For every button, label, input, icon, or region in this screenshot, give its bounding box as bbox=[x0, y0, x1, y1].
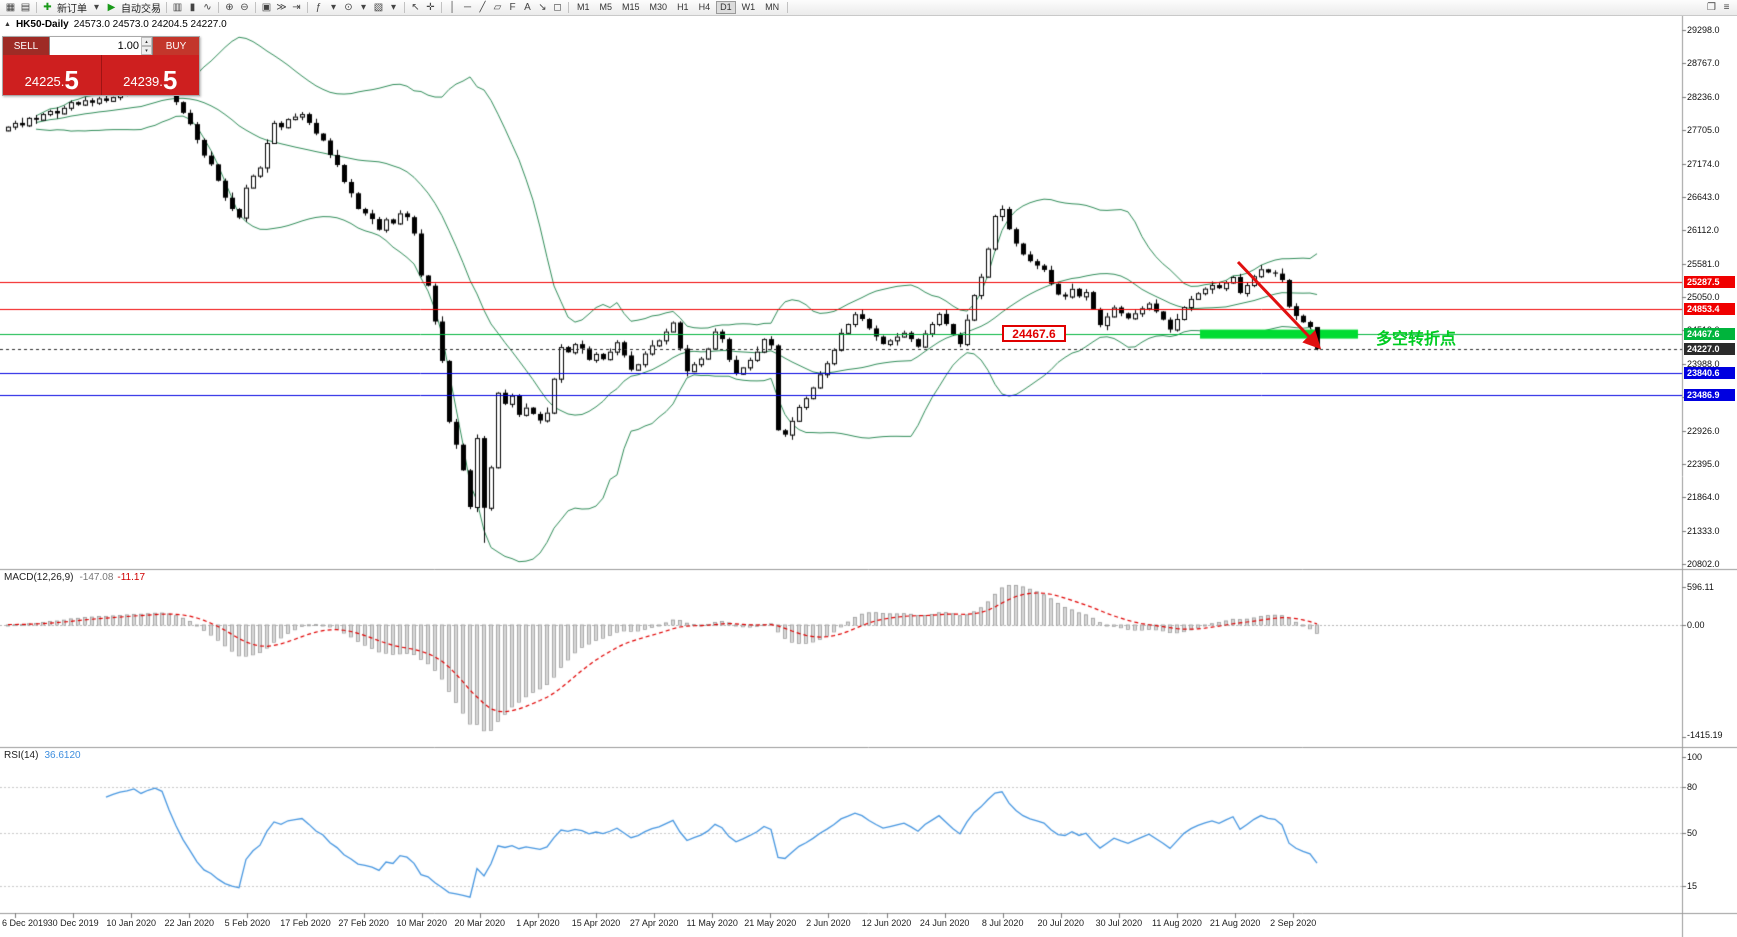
volume-increase-button[interactable]: ▴ bbox=[141, 37, 152, 46]
new-order-plus-icon[interactable]: ✚ bbox=[40, 1, 55, 15]
macd-signal-value: -11.17 bbox=[117, 572, 146, 583]
one-click-trading-panel: SELL ▴ ▾ BUY 24225.5 24239.5 bbox=[2, 36, 200, 96]
cursor-icon[interactable]: ↖ bbox=[408, 1, 423, 15]
volume-control[interactable]: ▴ ▾ bbox=[49, 37, 153, 55]
timeframe-button-w1[interactable]: W1 bbox=[738, 1, 760, 14]
auto-scroll-icon[interactable]: ≫ bbox=[274, 1, 289, 15]
profiles-icon[interactable]: ▤ bbox=[18, 1, 33, 15]
chart-ohlc-values: 24573.0 24573.0 24204.5 24227.0 bbox=[73, 19, 227, 30]
volume-input[interactable] bbox=[50, 37, 141, 55]
templates-icon[interactable]: ▧ bbox=[371, 1, 386, 15]
zoom-in-icon[interactable]: ⊕ bbox=[222, 1, 237, 15]
buy-price-display[interactable]: 24239. 5 bbox=[102, 55, 200, 95]
down-arrow-object[interactable] bbox=[1230, 256, 1330, 356]
auto-trading-button[interactable]: 自动交易 bbox=[119, 1, 163, 15]
volume-decrease-button[interactable]: ▾ bbox=[141, 46, 152, 55]
fibonacci-icon[interactable]: F bbox=[505, 1, 520, 15]
zoom-out-icon[interactable]: ⊖ bbox=[237, 1, 252, 15]
toolbar-separator bbox=[441, 2, 442, 13]
chart-shift-icon[interactable]: ⇥ bbox=[289, 1, 304, 15]
macd-name: MACD(12,26,9) bbox=[4, 572, 74, 583]
buy-price-pips: 5 bbox=[162, 64, 178, 95]
sell-button[interactable]: SELL bbox=[3, 37, 49, 55]
timeframe-button-d1[interactable]: D1 bbox=[716, 1, 736, 14]
rsi-value: 36.6120 bbox=[44, 750, 81, 761]
toolbar-right-group: ❐ ≡ bbox=[1704, 1, 1734, 15]
toolbar-separator bbox=[218, 2, 219, 13]
tile-windows-icon[interactable]: ▣ bbox=[259, 1, 274, 15]
toolbar-separator bbox=[568, 2, 569, 13]
toolbar-separator bbox=[255, 2, 256, 13]
arrange-windows-icon[interactable]: ❐ bbox=[1704, 1, 1719, 15]
turning-point-annotation[interactable]: 多空转折点 bbox=[1376, 330, 1457, 348]
rsi-indicator-label: RSI(14) 36.6120 bbox=[4, 750, 81, 761]
buy-price-main: 24239. bbox=[123, 74, 163, 89]
rsi-name: RSI(14) bbox=[4, 750, 39, 761]
dropdown-caret-icon[interactable]: ▾ bbox=[89, 1, 104, 15]
bar-chart-icon[interactable]: ▥ bbox=[170, 1, 185, 15]
text-label-icon[interactable]: A bbox=[520, 1, 535, 15]
new-order-button[interactable]: 新订单 bbox=[55, 1, 89, 15]
chart-title: ▲ HK50-Daily 24573.0 24573.0 24204.5 242… bbox=[4, 19, 227, 30]
timeframe-button-m15[interactable]: M15 bbox=[618, 1, 644, 14]
toolbar: ▦ ▤ ✚ 新订单 ▾ ▶ 自动交易 ▥ ▮ ∿ ⊕ ⊖ ▣ ≫ ⇥ ƒ ▾ ⊙ ▾ ▧ ▾ ↖ ✛ │ ─ ╱ ▱ F A ↘ ◻ M1 M5… bbox=[0, 0, 1737, 16]
chart-symbol-period: HK50-Daily bbox=[15, 19, 69, 30]
toolbar-menu-icon[interactable]: ≡ bbox=[1719, 1, 1734, 15]
price-callout-label[interactable]: 24467.6 bbox=[1002, 324, 1066, 342]
vertical-line-icon[interactable]: │ bbox=[445, 1, 460, 15]
indicators-icon[interactable]: ƒ bbox=[311, 1, 326, 15]
horizontal-line-icon[interactable]: ─ bbox=[460, 1, 475, 15]
toolbar-separator bbox=[307, 2, 308, 13]
periods-icon[interactable]: ⊙ bbox=[341, 1, 356, 15]
sell-price-pips: 5 bbox=[64, 64, 79, 95]
macd-indicator-label: MACD(12,26,9) -147.08 -11.17 bbox=[4, 572, 145, 583]
timeframe-button-m5[interactable]: M5 bbox=[596, 1, 617, 14]
one-click-toggle-icon[interactable]: ▲ bbox=[4, 21, 11, 28]
crosshair-icon[interactable]: ✛ bbox=[423, 1, 438, 15]
timeframe-button-mn[interactable]: MN bbox=[761, 1, 783, 14]
auto-trading-play-icon[interactable]: ▶ bbox=[104, 1, 119, 15]
sell-price-main: 24225. bbox=[24, 74, 65, 89]
candlestick-chart-icon[interactable]: ▮ bbox=[185, 1, 200, 15]
dropdown-caret-icon[interactable]: ▾ bbox=[356, 1, 371, 15]
trendline-icon[interactable]: ╱ bbox=[475, 1, 490, 15]
dropdown-caret-icon[interactable]: ▾ bbox=[326, 1, 341, 15]
toolbar-separator bbox=[36, 2, 37, 13]
toolbar-separator bbox=[404, 2, 405, 13]
toolbar-separator bbox=[166, 2, 167, 13]
chart-canvas[interactable] bbox=[0, 16, 1737, 937]
toolbar-separator bbox=[787, 2, 789, 13]
line-chart-icon[interactable]: ∿ bbox=[200, 1, 215, 15]
buy-button[interactable]: BUY bbox=[153, 37, 199, 55]
sell-price-display[interactable]: 24225. 5 bbox=[3, 55, 102, 95]
timeframe-button-h4[interactable]: H4 bbox=[695, 1, 715, 14]
timeframe-button-m30[interactable]: M30 bbox=[646, 1, 672, 14]
timeframe-button-m1[interactable]: M1 bbox=[573, 1, 594, 14]
volume-spinner: ▴ ▾ bbox=[141, 37, 152, 55]
timeframe-button-h1[interactable]: H1 bbox=[673, 1, 693, 14]
channel-icon[interactable]: ▱ bbox=[490, 1, 505, 15]
arrow-object-icon[interactable]: ↘ bbox=[535, 1, 550, 15]
macd-main-value: -147.08 bbox=[79, 572, 114, 583]
new-chart-icon[interactable]: ▦ bbox=[3, 1, 18, 15]
dropdown-caret-icon[interactable]: ▾ bbox=[386, 1, 401, 15]
shapes-icon[interactable]: ◻ bbox=[550, 1, 565, 15]
